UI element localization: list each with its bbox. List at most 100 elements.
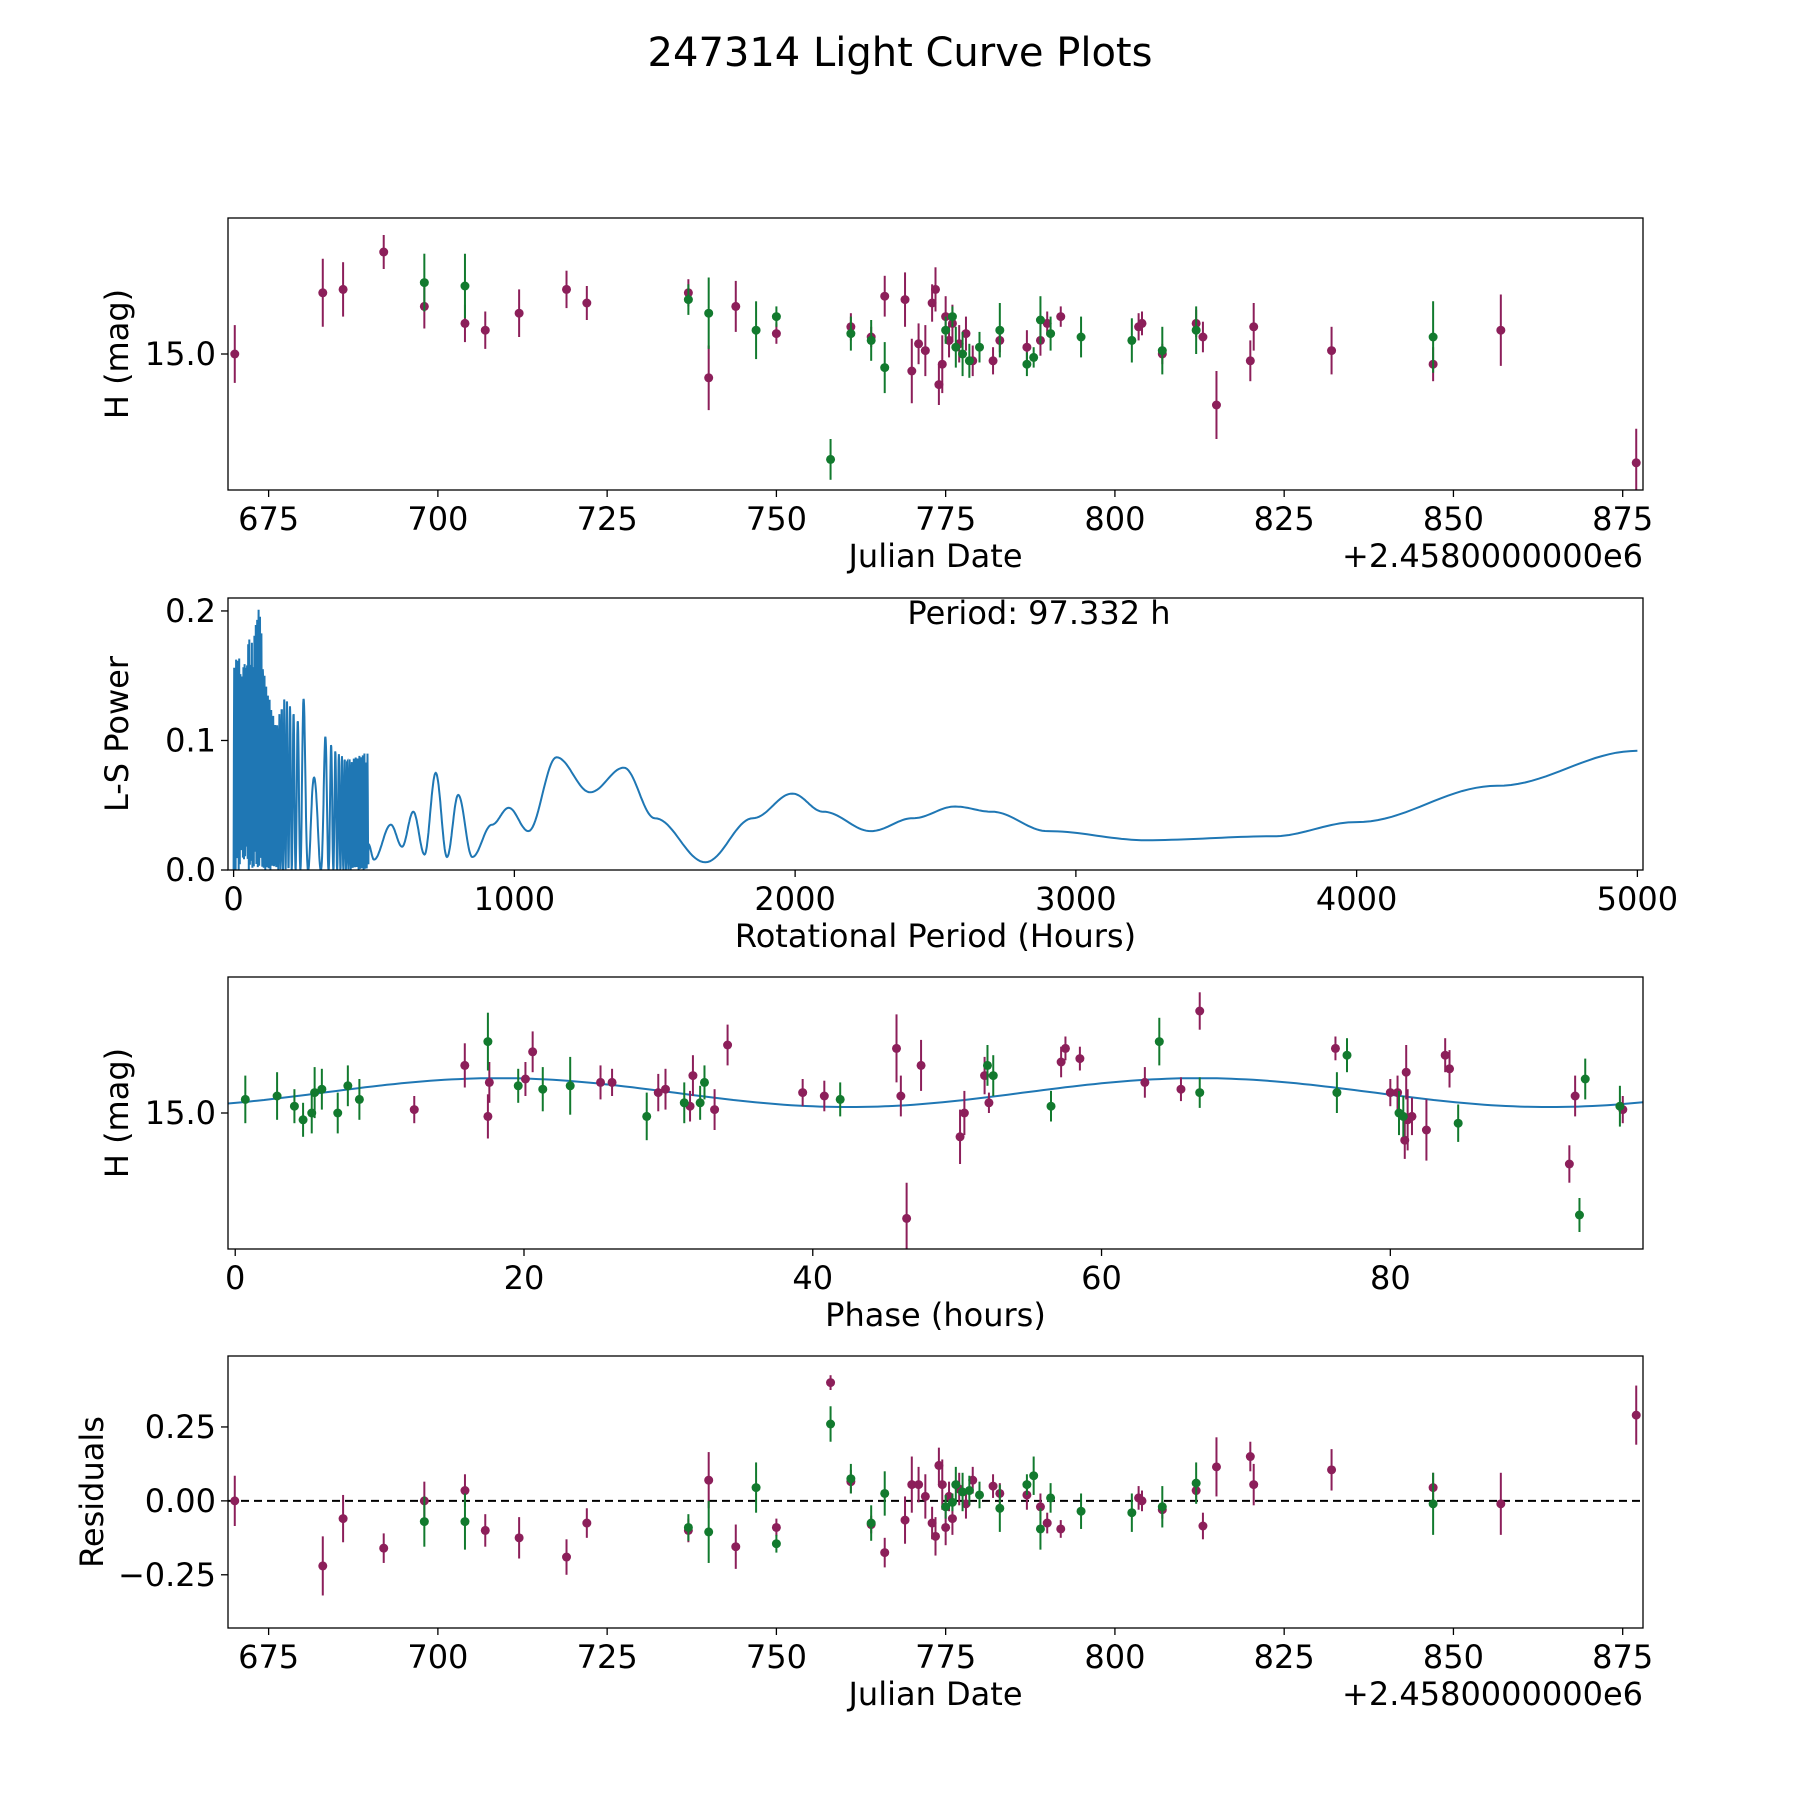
data-point <box>916 1060 926 1070</box>
x-tick-label: 3000 <box>1035 880 1116 918</box>
data-point <box>988 356 998 366</box>
data-point <box>338 284 348 294</box>
light-curve-panel: 675 700 725 750 775 800 825 850 875 15.0 Julian Da… <box>98 217 1653 575</box>
data-point <box>934 380 944 390</box>
data-point <box>1245 356 1255 366</box>
data-point <box>318 288 328 298</box>
data-point <box>920 1491 930 1501</box>
data-point <box>944 335 954 345</box>
x-tick-label: 20 <box>504 1259 545 1297</box>
data-point <box>1631 458 1641 468</box>
x-tick-label: 725 <box>577 500 638 538</box>
x-tick-label: 700 <box>407 1638 468 1676</box>
light-curve-x-axis-label: Julian Date <box>846 537 1022 575</box>
data-point <box>1564 1159 1574 1169</box>
data-point <box>1421 1125 1431 1135</box>
data-point <box>951 1480 961 1490</box>
y-tick-label: 0.1 <box>165 721 216 759</box>
data-point <box>298 1115 308 1125</box>
data-point <box>941 1502 951 1512</box>
x-tick-label: 0 <box>223 880 243 918</box>
data-point <box>880 1488 890 1498</box>
model-fit-line <box>228 1077 1643 1108</box>
data-point <box>964 1486 974 1496</box>
data-point <box>1393 1088 1403 1098</box>
data-point <box>240 1094 250 1104</box>
data-point <box>1042 318 1052 328</box>
data-point <box>1401 1067 1411 1077</box>
data-point <box>771 1539 781 1549</box>
light-curve-series-magenta <box>230 235 1641 512</box>
data-point <box>826 503 835 512</box>
phase-folded-plot-area <box>228 992 1643 1249</box>
data-point <box>731 301 741 311</box>
data-point <box>995 1503 1005 1513</box>
data-point <box>409 1105 419 1115</box>
y-tick-label: 0.0 <box>165 851 216 889</box>
x-tick-label: 675 <box>238 500 299 538</box>
data-point <box>1330 1043 1340 1053</box>
figure-title: 247314 Light Curve Plots <box>648 30 1153 76</box>
light-curve-x-offset-label: +2.4580000000e6 <box>1342 537 1643 575</box>
phase-folded-panel: 0 20 40 60 80 15.0 Phase (hours) H (mag) <box>98 976 1644 1334</box>
data-point <box>771 1522 781 1532</box>
x-tick-label: 800 <box>1084 500 1145 538</box>
phase-folded-series-magenta <box>409 992 1628 1249</box>
data-point <box>866 335 876 345</box>
x-tick-label: 1000 <box>474 880 555 918</box>
data-point <box>354 1094 364 1104</box>
data-point <box>1198 1521 1208 1531</box>
data-point <box>751 1483 761 1493</box>
data-point <box>892 1043 902 1053</box>
periodogram-axes-frame <box>227 597 1644 871</box>
data-point <box>826 1378 836 1388</box>
y-tick-label: 15.0 <box>145 1094 216 1132</box>
data-point <box>907 366 917 376</box>
data-point <box>230 1496 240 1506</box>
data-point <box>937 1480 947 1490</box>
data-point <box>1342 1050 1352 1060</box>
data-point <box>941 1522 951 1532</box>
x-tick-label: 825 <box>1254 500 1315 538</box>
y-tick-label: −0.25 <box>118 1556 216 1594</box>
data-point <box>1398 1111 1408 1121</box>
data-point <box>995 325 1005 335</box>
x-tick-label: 80 <box>1370 1259 1411 1297</box>
light-curve-series-green <box>419 253 1438 480</box>
data-point <box>565 1081 575 1091</box>
data-point <box>1385 1088 1395 1098</box>
data-point <box>826 1419 836 1429</box>
data-point <box>460 1486 470 1496</box>
data-point <box>961 1499 971 1509</box>
data-point <box>1496 1499 1506 1509</box>
data-point <box>1327 1465 1337 1475</box>
data-point <box>480 325 490 335</box>
x-tick-label: 850 <box>1423 500 1484 538</box>
data-point <box>941 325 951 335</box>
data-point <box>880 363 890 373</box>
data-point <box>596 1077 606 1087</box>
data-point <box>460 1517 470 1527</box>
data-point <box>318 1561 328 1571</box>
data-point <box>914 339 924 349</box>
data-point <box>900 1515 910 1525</box>
data-point <box>1022 359 1032 369</box>
data-point <box>1046 1101 1056 1111</box>
data-point <box>947 1497 957 1507</box>
data-point <box>1029 352 1039 362</box>
data-point <box>1453 1118 1463 1128</box>
y-tick-label: 0.25 <box>145 1408 216 1446</box>
data-point <box>582 1518 592 1528</box>
data-point <box>961 329 971 339</box>
data-point <box>1075 1054 1085 1064</box>
data-point <box>660 1084 670 1094</box>
x-tick-label: 750 <box>746 500 807 538</box>
x-tick-label: 700 <box>407 500 468 538</box>
data-point <box>1211 400 1221 410</box>
data-point <box>975 342 985 352</box>
residuals-panel: 675 700 725 750 775 800 825 850 875 0.25 0.00 −0.25… <box>73 1355 1653 1713</box>
data-point <box>955 1132 965 1142</box>
data-point <box>1615 1101 1625 1111</box>
data-point <box>1022 342 1032 352</box>
x-tick-label: 875 <box>1592 1638 1653 1676</box>
